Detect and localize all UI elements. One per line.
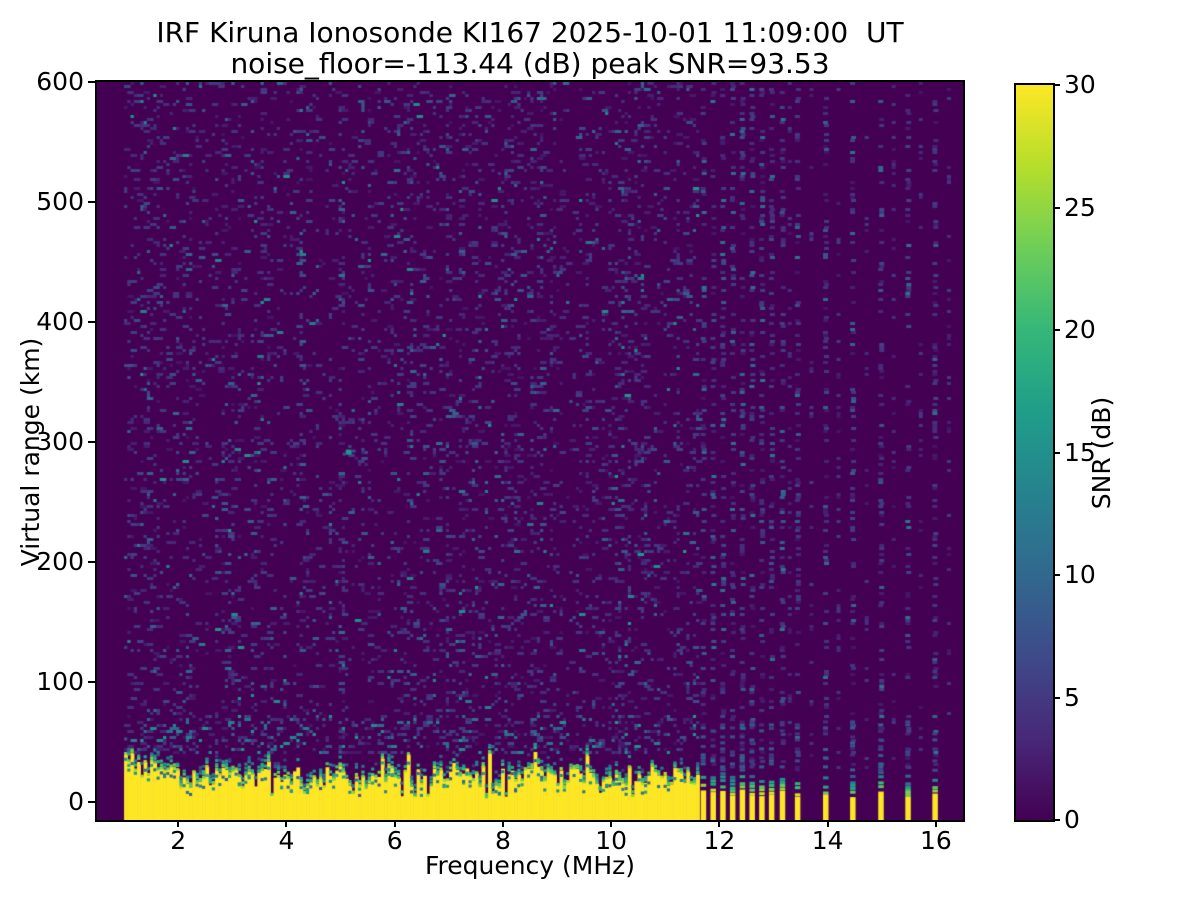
colorbar-tick-mark (1055, 329, 1060, 331)
x-tick-mark (718, 822, 721, 827)
x-tick-mark (177, 822, 180, 827)
y-tick-mark (88, 801, 95, 803)
colorbar-tick-mark (1055, 206, 1060, 209)
y-tick-mark (88, 81, 95, 83)
x-axis-label: Frequency (MHz) (424, 851, 636, 880)
colorbar-tick-label: 15 (1064, 437, 1096, 467)
y-tick-mark (88, 321, 95, 323)
x-tick-mark (610, 822, 613, 827)
y-tick-label: 200 (36, 547, 84, 576)
y-tick-label: 100 (36, 667, 84, 696)
x-tick-mark (501, 822, 504, 827)
colorbar-tick-label: 25 (1064, 192, 1096, 222)
y-axis-label: Virtual range (km) (16, 337, 45, 567)
x-tick-mark (285, 822, 288, 827)
x-tick-label: 8 (494, 826, 511, 855)
y-tick-label: 500 (36, 187, 84, 216)
colorbar-tick-mark (1055, 819, 1060, 821)
colorbar-gradient (1016, 85, 1053, 820)
colorbar-tick-label: 0 (1064, 805, 1080, 834)
x-tick-mark (393, 822, 396, 827)
x-tick-mark (934, 822, 937, 827)
colorbar (1014, 83, 1055, 822)
x-tick-label: 4 (278, 826, 295, 855)
y-tick-label: 600 (36, 67, 84, 96)
y-tick-mark (88, 681, 95, 683)
y-tick-mark (88, 441, 95, 443)
plot-area (95, 80, 965, 822)
colorbar-label: SNR (dB) (1087, 396, 1116, 510)
x-tick-label: 12 (703, 826, 736, 855)
colorbar-tick-mark (1055, 696, 1060, 699)
colorbar-tick-mark (1055, 84, 1060, 86)
x-tick-label: 2 (170, 826, 187, 855)
colorbar-tick-label: 5 (1064, 682, 1080, 712)
chart-title: IRF Kiruna Ionosonde KI167 2025-10-01 11… (156, 16, 904, 49)
colorbar-tick-label: 10 (1064, 560, 1096, 589)
colorbar-tick-label: 20 (1064, 315, 1096, 344)
y-tick-label: 400 (36, 307, 84, 336)
x-tick-label: 14 (811, 826, 844, 855)
heatmap-canvas (97, 82, 963, 820)
x-tick-mark (826, 822, 829, 827)
x-tick-label: 10 (595, 826, 628, 855)
x-tick-label: 6 (386, 826, 403, 855)
colorbar-tick-label: 30 (1064, 70, 1096, 99)
colorbar-tick-mark (1055, 451, 1060, 454)
y-tick-mark (88, 561, 95, 563)
y-tick-label: 0 (68, 787, 84, 816)
y-tick-label: 300 (36, 427, 84, 456)
chart-subtitle: noise_floor=-113.44 (dB) peak SNR=93.53 (230, 47, 830, 80)
x-tick-label: 16 (920, 826, 952, 855)
y-tick-mark (88, 201, 95, 203)
colorbar-tick-mark (1055, 574, 1060, 576)
